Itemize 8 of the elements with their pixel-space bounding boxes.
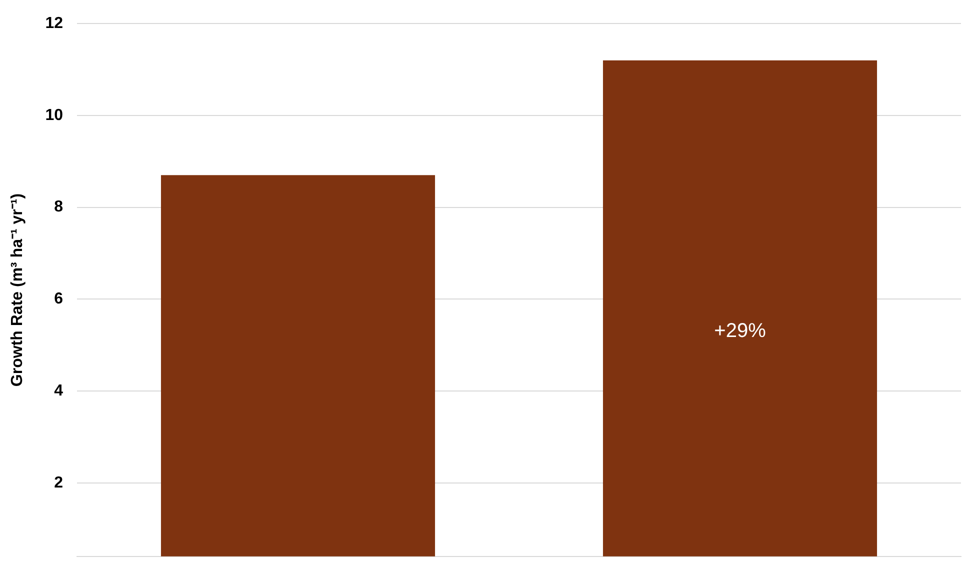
y-tick-label: 12 [45, 15, 64, 32]
y-tick-label: 6 [54, 290, 64, 308]
y-axis-title: Growth Rate (m³ ha⁻¹ yr⁻¹) [9, 193, 26, 387]
y-tick-label: 2 [54, 474, 64, 492]
annotation: +29% [714, 320, 766, 342]
y-tick-label: 4 [54, 382, 64, 400]
y-tick-label: 10 [45, 106, 64, 124]
y-tick-label: 8 [54, 198, 64, 216]
